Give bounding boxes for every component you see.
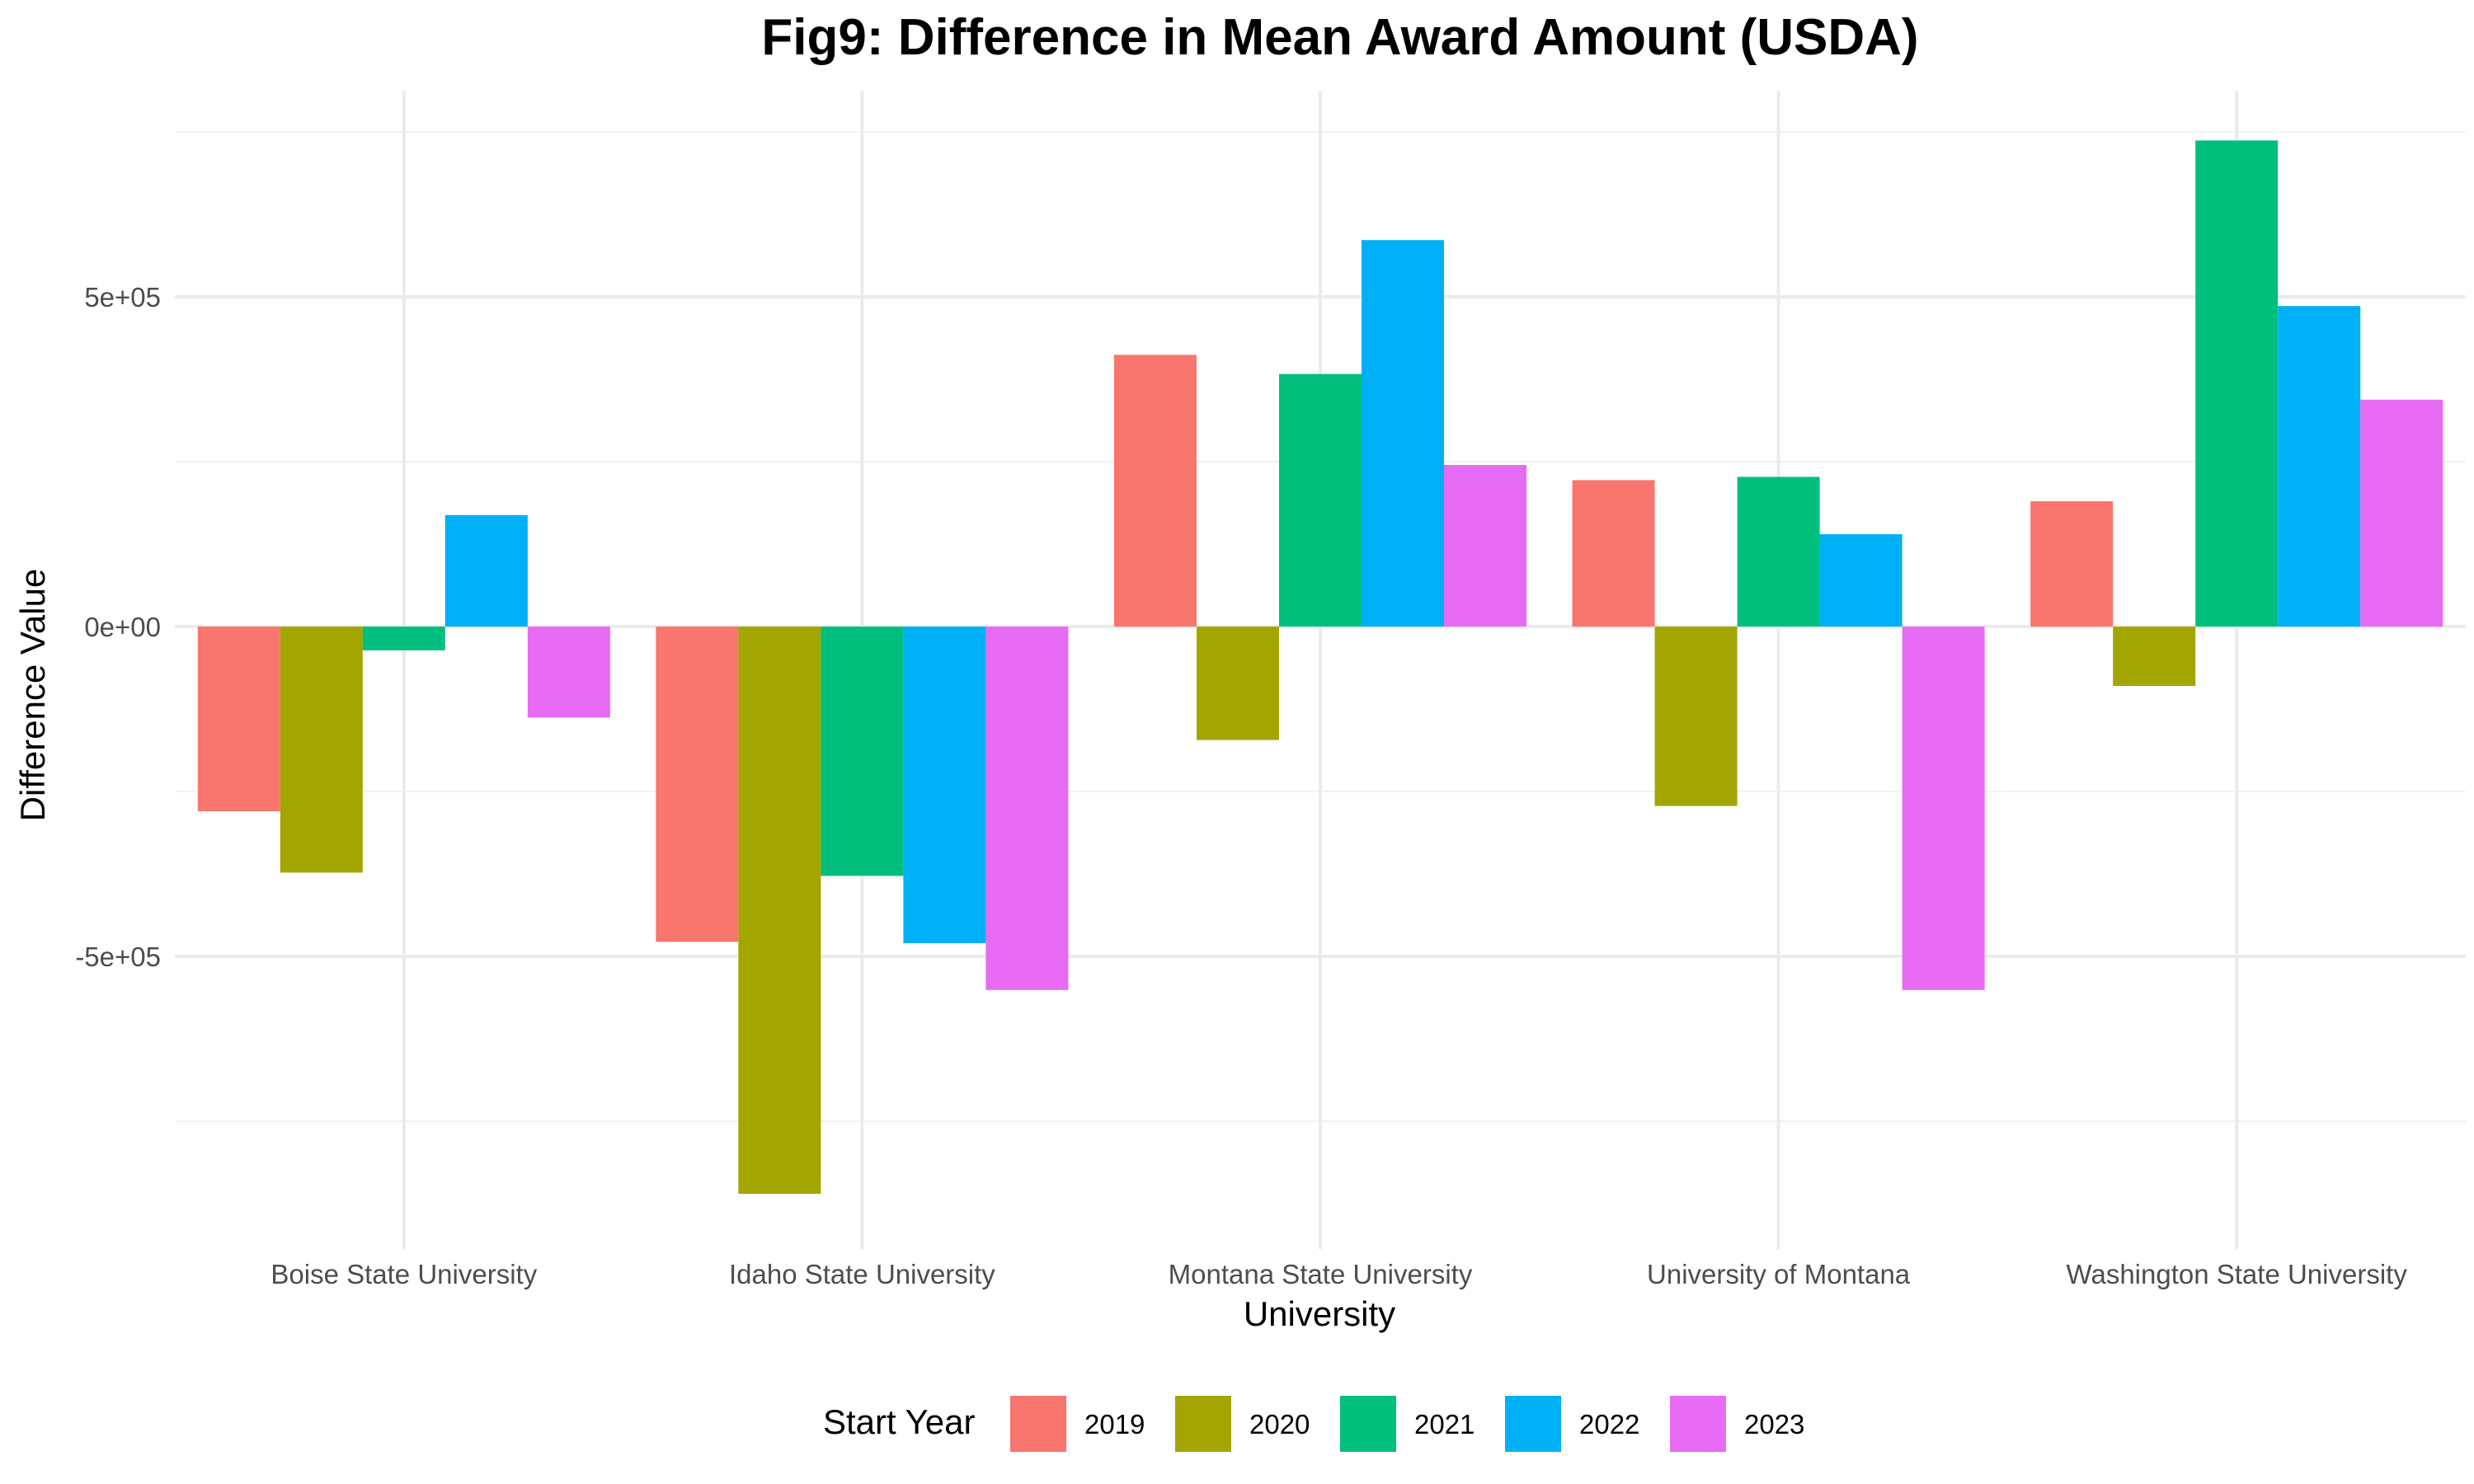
y-tick-label: 0e+00 — [84, 612, 161, 642]
x-tick-label: Montana State University — [1169, 1259, 1473, 1289]
x-axis-label: University — [1244, 1294, 1395, 1333]
legend-key — [1010, 1396, 1066, 1452]
x-tick-label: Washington State University — [2067, 1259, 2408, 1289]
legend: Start Year 2019 2020 2021 2022 2023 — [823, 1396, 1804, 1452]
legend-key — [1505, 1396, 1561, 1452]
bar — [362, 627, 445, 650]
bar — [1902, 627, 1985, 990]
bar — [1819, 534, 1903, 627]
bar — [2195, 140, 2279, 627]
bar — [2278, 306, 2361, 627]
legend-label: 2023 — [1744, 1409, 1804, 1439]
bar — [527, 627, 610, 718]
bar — [280, 627, 363, 873]
y-axis-label: Difference Value — [13, 569, 52, 822]
x-axis-ticks: Boise State University Idaho State Univer… — [270, 1259, 2407, 1289]
legend-title: Start Year — [823, 1402, 975, 1441]
bar — [1113, 355, 1197, 627]
bar — [1572, 480, 1655, 627]
bar — [1362, 240, 1445, 627]
bar — [197, 627, 280, 811]
bar — [821, 627, 904, 876]
bar — [1737, 477, 1820, 627]
legend-label: 2022 — [1579, 1409, 1639, 1439]
x-tick-label: Boise State University — [270, 1259, 537, 1289]
legend-key — [1340, 1396, 1396, 1452]
bar — [1654, 627, 1738, 806]
legend-key — [1175, 1396, 1231, 1452]
legend-label: 2019 — [1084, 1409, 1145, 1439]
y-tick-label: -5e+05 — [75, 942, 161, 972]
bar — [2030, 501, 2114, 627]
bar — [1444, 465, 1527, 627]
y-tick-label: 5e+05 — [84, 282, 161, 312]
chart-title: Fig9: Difference in Mean Award Amount (U… — [761, 9, 1918, 66]
bar — [444, 514, 528, 627]
legend-key — [1670, 1396, 1726, 1452]
bar — [656, 627, 739, 942]
legend-label: 2020 — [1249, 1409, 1310, 1439]
bar — [903, 627, 986, 943]
legend-label: 2021 — [1414, 1409, 1475, 1439]
bar — [985, 627, 1069, 990]
y-axis-ticks: -5e+05 0e+00 5e+05 — [75, 282, 161, 972]
bar — [2360, 399, 2443, 627]
bar — [1278, 373, 1362, 627]
bar — [2113, 627, 2196, 686]
bar — [738, 627, 821, 1194]
x-tick-label: Idaho State University — [729, 1259, 995, 1289]
bars — [197, 140, 2443, 1194]
x-tick-label: University of Montana — [1647, 1259, 1911, 1289]
bar — [1196, 627, 1279, 740]
